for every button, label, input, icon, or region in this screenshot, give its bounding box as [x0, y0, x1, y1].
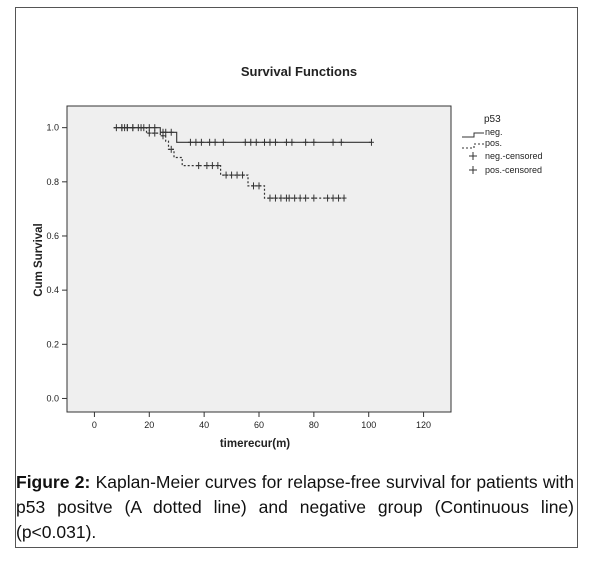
censor-mark-pos — [336, 194, 342, 202]
censor-mark-pos — [341, 194, 347, 202]
censor-mark-neg — [261, 138, 267, 146]
censor-mark-pos — [138, 124, 144, 132]
legend: p53 neg.pos. neg.-censored pos.-censored — [462, 114, 543, 175]
censor-mark-neg — [207, 138, 213, 146]
censor-mark-pos — [196, 162, 202, 170]
censor-mark-pos — [297, 194, 303, 202]
censor-mark-neg — [248, 138, 254, 146]
x-axis-title: timerecur(m) — [220, 438, 290, 450]
censor-mark-neg — [253, 138, 259, 146]
censor-mark-pos — [240, 171, 246, 179]
censor-mark-pos — [251, 182, 257, 190]
x-tick-label: 80 — [309, 420, 319, 430]
censor-mark-neg — [267, 138, 273, 146]
censor-mark-neg — [168, 128, 174, 136]
censor-mark-neg — [187, 138, 193, 146]
x-tick-label: 0 — [92, 420, 97, 430]
censor-mark-pos — [223, 171, 229, 179]
legend-entry-label: pos.-censored — [485, 165, 542, 175]
legend-entry-label: neg.-censored — [485, 151, 543, 161]
censor-mark-pos — [152, 129, 158, 137]
censor-mark-pos — [292, 194, 298, 202]
caption-text: Kaplan-Meier curves for relapse-free sur… — [16, 472, 574, 542]
censor-mark-pos — [278, 194, 284, 202]
censor-mark-pos — [229, 171, 235, 179]
censor-mark-pos — [160, 132, 166, 140]
censor-mark-pos — [234, 171, 240, 179]
censor-mark-pos — [130, 124, 136, 132]
legend-line-pos — [462, 143, 484, 149]
censor-mark-neg — [220, 138, 226, 146]
censor-mark-pos — [286, 194, 292, 202]
y-tick-label: 0.6 — [46, 231, 59, 241]
censor-mark-neg — [163, 128, 169, 136]
chart-title: Survival Functions — [241, 64, 357, 79]
censor-mark-pos — [124, 124, 130, 132]
censor-mark-pos — [168, 145, 174, 153]
legend-line-neg — [462, 132, 484, 138]
x-axis: 0 20 40 60 80 100 120 — [92, 412, 431, 430]
censor-mark-pos — [215, 162, 221, 170]
censor-mark-neg — [338, 138, 344, 146]
y-tick-label: 0.4 — [46, 285, 59, 295]
censor-mark-neg — [193, 138, 199, 146]
censor-mark-pos — [204, 162, 210, 170]
x-tick-label: 20 — [144, 420, 154, 430]
censor-mark-neg — [311, 138, 317, 146]
censor-mark-neg — [272, 138, 278, 146]
y-tick-label: 0.8 — [46, 177, 59, 187]
censor-mark-pos — [272, 194, 278, 202]
x-tick-label: 40 — [199, 420, 209, 430]
x-tick-label: 120 — [416, 420, 431, 430]
censor-mark-neg — [198, 138, 204, 146]
y-tick-label: 1.0 — [46, 123, 59, 133]
series-layer — [113, 124, 374, 202]
y-axis: 0.0 0.2 0.4 0.6 0.8 1.0 — [46, 123, 67, 403]
caption-label: Figure 2: — [16, 472, 91, 492]
censor-mark-pos — [325, 194, 331, 202]
y-tick-label: 0.0 — [46, 393, 59, 403]
y-tick-label: 0.2 — [46, 339, 59, 349]
x-tick-label: 60 — [254, 420, 264, 430]
censor-mark-pos — [303, 194, 309, 202]
legend-title: p53 — [484, 114, 501, 125]
censor-mark-pos — [119, 124, 125, 132]
legend-entry-label: pos. — [485, 138, 502, 148]
censor-mark-pos — [330, 194, 336, 202]
survival-chart: Survival Functions 0.0 0.2 0.4 0.6 0.8 1.0 0 2… — [33, 64, 543, 450]
censor-mark-neg — [303, 138, 309, 146]
censor-mark-neg — [212, 138, 218, 146]
figure-caption: Figure 2: Kaplan-Meier curves for relaps… — [16, 470, 574, 545]
censor-mark-neg — [283, 138, 289, 146]
censor-mark-neg — [330, 138, 336, 146]
series-line-pos — [113, 127, 344, 199]
y-axis-title: Cum Survival — [33, 223, 45, 297]
censor-mark-neg — [368, 138, 374, 146]
censor-mark-neg — [242, 138, 248, 146]
censor-mark-pos — [267, 194, 273, 202]
censor-mark-neg — [289, 138, 295, 146]
censor-mark-pos — [256, 182, 262, 190]
censor-mark-pos — [209, 162, 215, 170]
plot-area — [66, 105, 452, 413]
legend-entry-label: neg. — [485, 127, 503, 137]
censor-mark-pos — [146, 129, 152, 137]
x-tick-label: 100 — [361, 420, 376, 430]
censor-mark-pos — [311, 194, 317, 202]
